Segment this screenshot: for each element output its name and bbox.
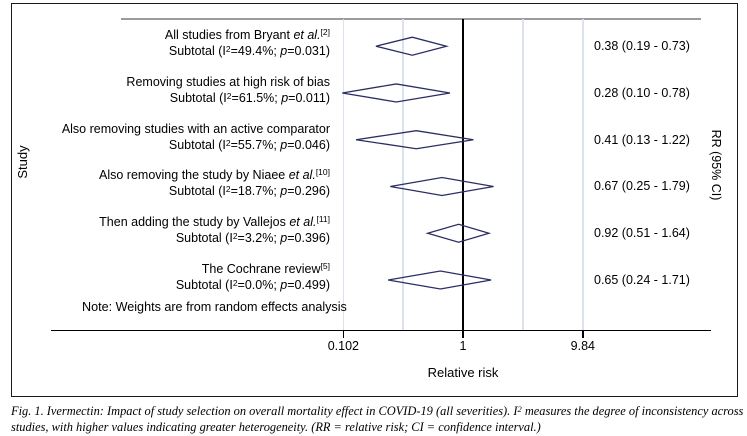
y-axis-label: Study <box>15 145 30 179</box>
x-tick-label: 9.84 <box>570 338 596 353</box>
subtotal-isq-superscript: 2 <box>225 184 231 195</box>
row-study-label: Also removing studies with an active com… <box>62 122 330 136</box>
right-axis-label: RR (95% CI) <box>709 129 723 201</box>
subtotal-text: Subtotal (I <box>169 90 227 105</box>
subtotal-p-symbol: p <box>280 137 288 152</box>
row-study-label: The Cochrane review[5] <box>202 262 330 276</box>
subtotal-text: Subtotal (I <box>168 137 226 152</box>
x-axis-line <box>51 329 711 331</box>
subtotal-isq-superscript: 2 <box>232 231 238 242</box>
x-tick-mark <box>462 331 464 338</box>
row-label-text: Also removing the study by Niaee <box>99 168 289 183</box>
x-tick-label: 1 <box>459 338 467 353</box>
subtotal-i2-value: =61.5%; <box>231 90 282 105</box>
row-subtotal-label: Subtotal (I2=0.0%; p=0.499) <box>176 278 330 292</box>
subtotal-p-value: =0.296) <box>287 184 330 199</box>
gridline <box>402 19 404 330</box>
subtotal-i2-value: =18.7%; <box>230 184 281 199</box>
subtotal-p-value: =0.499) <box>287 278 330 292</box>
row-label-reference: [11] <box>316 214 330 225</box>
subtotal-text: Subtotal (I <box>175 231 233 246</box>
caption-text-cont: measures the degree of inconsistency acr… <box>11 404 744 434</box>
subtotal-i2-value: =55.7%; <box>230 137 281 152</box>
figure-border-box <box>11 3 738 397</box>
x-tick-mark <box>582 331 584 338</box>
reference-line-rr1 <box>462 19 464 330</box>
subtotal-i2-value: =3.2%; <box>237 231 281 246</box>
row-label-reference: [10] <box>315 167 330 178</box>
plot-top-rule <box>121 18 701 20</box>
row-subtotal-label: Subtotal (I2=49.4%; p=0.031) <box>169 44 330 58</box>
row-rr-value: 0.41 (0.13 - 1.22) <box>594 132 690 147</box>
subtotal-text: Subtotal (I <box>168 44 226 59</box>
subtotal-p-symbol: p <box>280 231 288 246</box>
subtotal-i2-value: =0.0%; <box>237 278 281 292</box>
row-subtotal-label: Subtotal (I2=3.2%; p=0.396) <box>176 231 330 245</box>
row-study-label: All studies from Bryant et al.[2] <box>165 28 330 42</box>
subtotal-p-value: =0.011) <box>288 90 330 105</box>
gridline <box>342 19 345 330</box>
subtotal-p-symbol: p <box>280 278 288 292</box>
x-axis-title: Relative risk <box>427 365 499 380</box>
subtotal-p-symbol: p <box>280 44 288 59</box>
subtotal-i2-value: =49.4%; <box>230 44 281 59</box>
row-label-text: All studies from Bryant <box>164 28 294 43</box>
row-label-reference: [2] <box>320 27 330 38</box>
caption-text: Fig. 1. Ivermectin: Impact of study sele… <box>11 404 518 418</box>
row-label-text: Removing studies at high risk of bias <box>126 74 330 89</box>
row-label-etal: et al. <box>288 168 316 183</box>
row-rr-value: 0.92 (0.51 - 1.64) <box>594 226 690 241</box>
subtotal-text: Subtotal (I <box>175 278 233 292</box>
row-label-text: The Cochrane review <box>201 262 321 276</box>
gridline <box>522 19 524 330</box>
note-text: Note: Weights are from random effects an… <box>82 300 347 314</box>
row-study-label: Also removing the study by Niaee et al.[… <box>99 168 330 182</box>
x-tick-label: 0.102 <box>327 338 359 353</box>
subtotal-p-value: =0.046) <box>287 137 330 152</box>
row-label-text: Also removing studies with an active com… <box>61 121 330 136</box>
subtotal-p-value: =0.396) <box>287 231 330 246</box>
caption-superscript: 2 <box>517 404 522 414</box>
row-label-reference: [5] <box>320 261 330 271</box>
subtotal-p-symbol: p <box>280 184 288 199</box>
subtotal-text: Subtotal (I <box>168 184 226 199</box>
row-subtotal-label: Subtotal (I2=18.7%; p=0.296) <box>169 184 330 198</box>
row-study-label: Removing studies at high risk of bias <box>126 75 330 89</box>
row-label-etal: et al. <box>293 28 321 43</box>
x-tick-mark <box>342 331 345 338</box>
row-rr-value: 0.65 (0.24 - 1.71) <box>594 273 690 287</box>
row-label-etal: et al. <box>289 215 317 230</box>
subtotal-isq-superscript: 2 <box>225 44 231 55</box>
row-label-text: Then adding the study by Vallejos <box>99 215 290 230</box>
figure-caption: Fig. 1. Ivermectin: Impact of study sele… <box>11 404 744 435</box>
gridline <box>582 19 584 330</box>
subtotal-p-value: =0.031) <box>287 44 330 59</box>
row-study-label: Then adding the study by Vallejos et al.… <box>99 215 330 229</box>
subtotal-isq-superscript: 2 <box>226 90 232 101</box>
row-rr-value: 0.28 (0.10 - 0.78) <box>594 85 690 100</box>
row-subtotal-label: Subtotal (I2=61.5%; p=0.011) <box>170 91 330 105</box>
subtotal-isq-superscript: 2 <box>232 278 238 288</box>
row-rr-value: 0.38 (0.19 - 0.73) <box>594 39 690 54</box>
subtotal-p-symbol: p <box>281 90 289 105</box>
row-rr-value: 0.67 (0.25 - 1.79) <box>594 179 690 194</box>
row-subtotal-label: Subtotal (I2=55.7%; p=0.046) <box>169 138 330 152</box>
subtotal-isq-superscript: 2 <box>225 137 231 148</box>
